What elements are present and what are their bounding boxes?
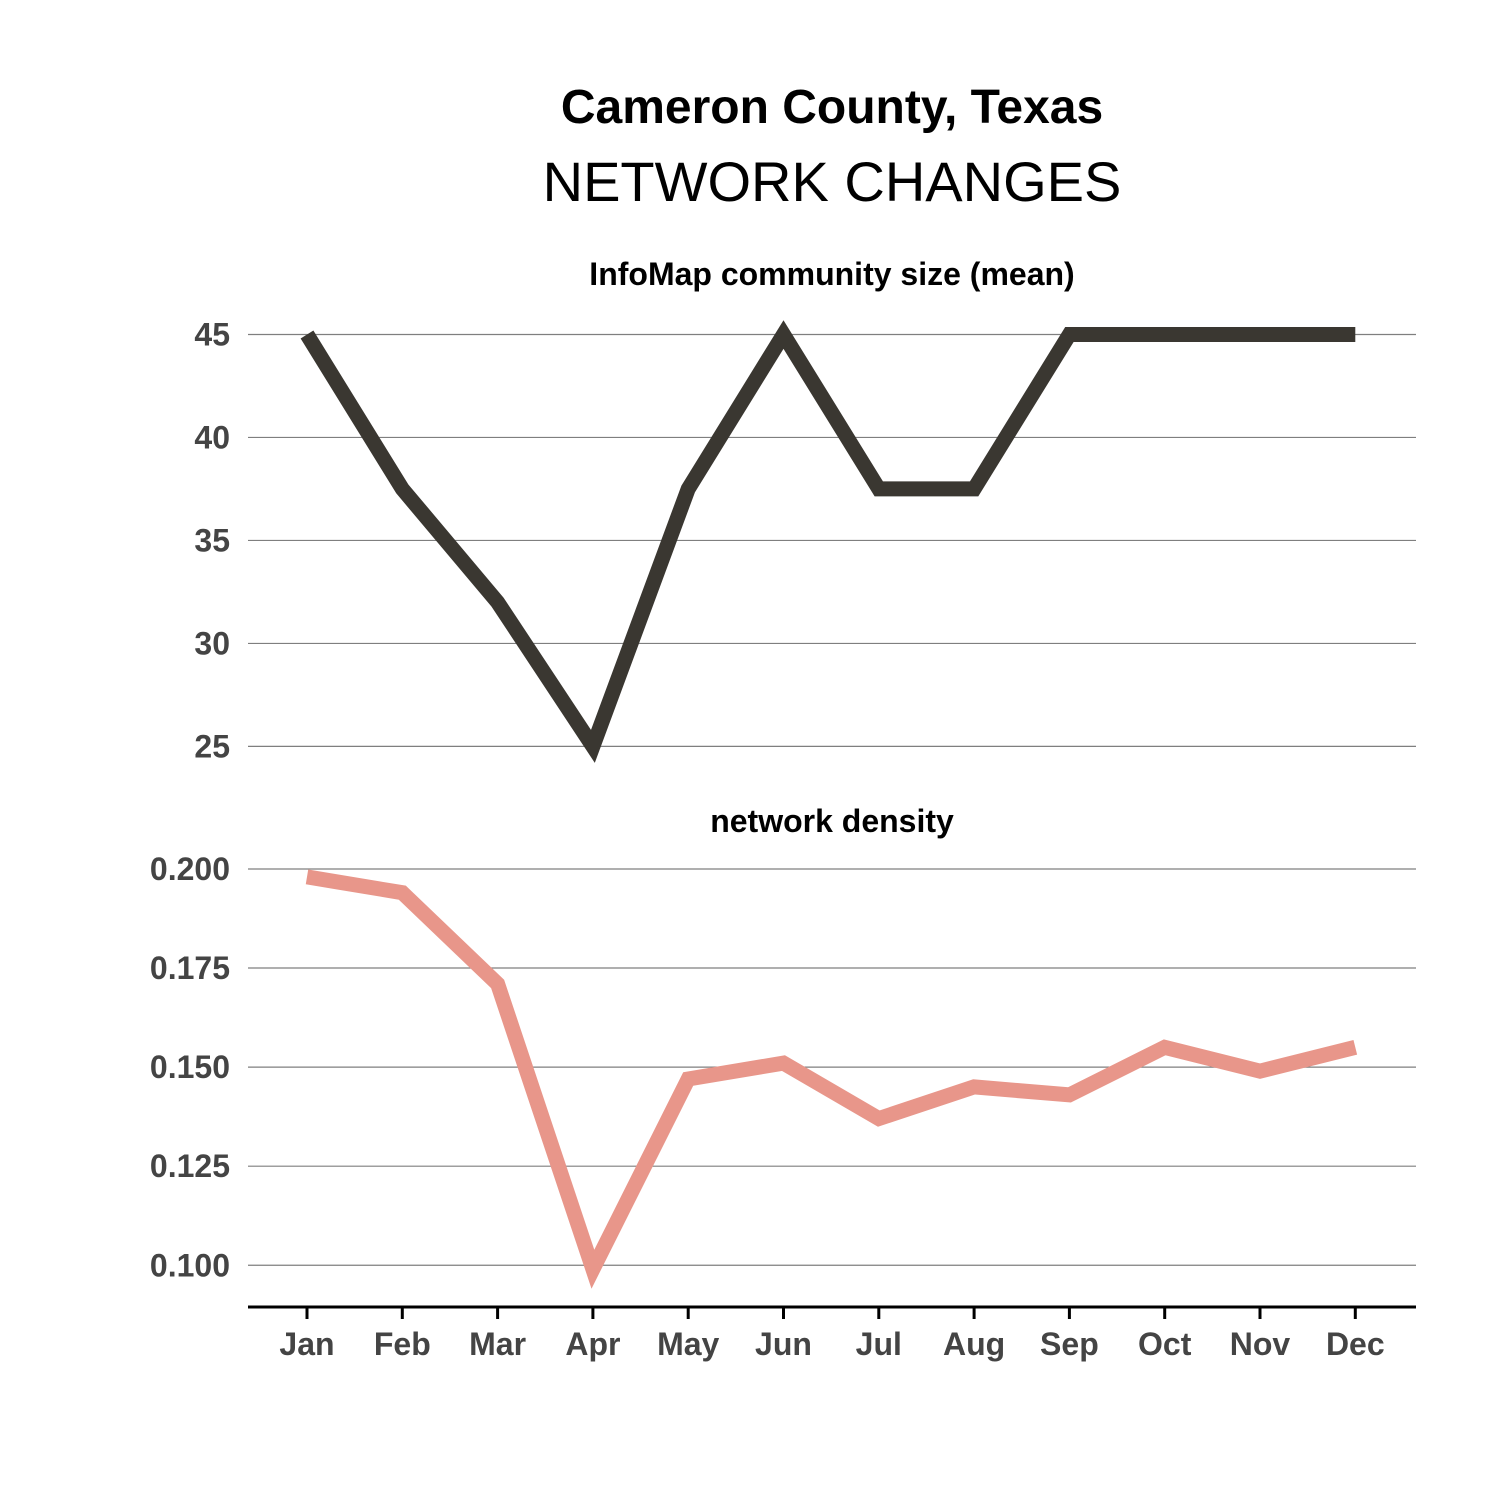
chart-subtitle: NETWORK CHANGES: [543, 150, 1122, 213]
gridlines-community-size: [248, 333, 1416, 748]
panel-network-density: network density 0.100 0.125 0.150 0.175 0.20…: [150, 803, 1416, 1289]
x-tick-label-2: Mar: [469, 1326, 526, 1362]
series-line-network-density-0: [305, 869, 1358, 1289]
y-tick-label-network-density-2: 0.150: [150, 1049, 230, 1085]
x-tick-label-7: Aug: [943, 1326, 1005, 1362]
x-tick-label-1: Feb: [374, 1326, 431, 1362]
y-axis-community-size: 25 30 35 40 45: [194, 316, 230, 764]
x-tick-label-11: Dec: [1326, 1326, 1385, 1362]
y-axis-network-density: 0.100 0.125 0.150 0.175 0.200: [150, 851, 230, 1283]
chart-title: Cameron County, Texas: [561, 81, 1103, 134]
y-tick-label-network-density-3: 0.175: [150, 950, 230, 986]
x-tick-label-6: Jul: [856, 1326, 902, 1362]
y-tick-label-network-density-4: 0.200: [150, 851, 230, 887]
y-tick-label-community-size-2: 35: [194, 522, 230, 558]
x-axis: Jan Feb Mar Apr May Jun Jul Aug Sep Oct Nov Dec: [248, 1305, 1416, 1362]
y-tick-label-community-size-0: 25: [194, 728, 230, 764]
x-tick-label-10: Nov: [1230, 1326, 1291, 1362]
panel-community-size: InfoMap community size (mean) 25 30 35 40 45: [194, 256, 1416, 764]
panel-title-network-density: network density: [710, 803, 954, 839]
y-tick-label-network-density-0: 0.100: [150, 1247, 230, 1283]
x-tick-label-4: May: [657, 1326, 719, 1362]
x-tick-label-5: Jun: [755, 1326, 812, 1362]
x-tick-label-9: Oct: [1138, 1326, 1192, 1362]
panel-title-community-size: InfoMap community size (mean): [589, 256, 1074, 292]
y-tick-label-community-size-3: 40: [194, 419, 230, 455]
y-tick-label-community-size-1: 30: [194, 625, 230, 661]
y-tick-label-network-density-1: 0.125: [150, 1148, 230, 1184]
series-community-size: [300, 320, 1356, 763]
y-tick-label-community-size-4: 45: [194, 316, 230, 352]
x-tick-label-3: Apr: [565, 1326, 620, 1362]
x-tick-label-0: Jan: [279, 1326, 334, 1362]
series-network-density: [305, 869, 1358, 1289]
series-line-community-size-0: [300, 320, 1356, 763]
x-tick-label-8: Sep: [1040, 1326, 1099, 1362]
